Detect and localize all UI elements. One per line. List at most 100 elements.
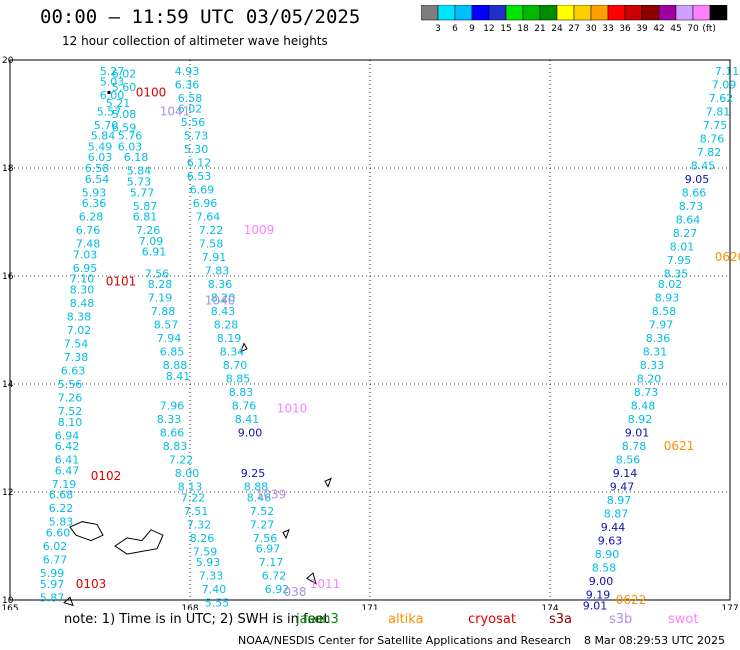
- wave-height-label: 8.83: [163, 440, 188, 453]
- wave-height-label: 8.56: [616, 454, 641, 467]
- wave-height-label: 7.52: [250, 505, 275, 518]
- wave-height-label: 8.93: [655, 292, 680, 305]
- wave-height-label: 8.41: [166, 370, 191, 383]
- x-tick-label: 177: [721, 604, 738, 610]
- wave-height-label: 7.56: [253, 532, 278, 545]
- wave-height-label: 8.30: [70, 284, 95, 297]
- x-tick-label: 168: [181, 604, 198, 610]
- wave-height-label: 7.09: [712, 78, 737, 91]
- island-outline: [114, 529, 164, 555]
- footer-note: note: 1) Time is in UTC; 2) SWH is in fe…: [64, 612, 329, 627]
- wave-height-label: 6.91: [142, 246, 167, 259]
- wave-height-label: 8.45: [691, 159, 716, 172]
- wave-height-label: 5.55: [205, 597, 230, 610]
- wave-height-label: 7.38: [64, 351, 89, 364]
- wave-height-label: 7.19: [148, 292, 173, 305]
- wave-height-label: 6.18: [124, 151, 149, 164]
- wave-height-label: 8.88: [244, 481, 269, 494]
- wave-height-label: 8.48: [70, 297, 95, 310]
- wave-height-label: 8.20: [211, 292, 236, 305]
- wave-height-label: 8.43: [211, 305, 236, 318]
- wave-height-label: 8.66: [682, 186, 707, 199]
- wave-height-label: 5.27: [100, 65, 125, 78]
- wave-height-label: 6.85: [160, 346, 185, 359]
- wave-height-label: 6.54: [85, 173, 110, 186]
- chart-subtitle: 12 hour collection of altimeter wave hei…: [62, 34, 328, 48]
- colorbar-label: 39: [636, 24, 648, 34]
- y-tick-label: 14: [2, 380, 14, 390]
- wave-height-label: 9.01: [583, 599, 608, 610]
- wave-height-label: 7.54: [64, 338, 89, 351]
- wave-height-label: 8.33: [157, 413, 182, 426]
- wave-height-label: 7.27: [250, 518, 275, 531]
- wave-height-label: 5.03: [100, 76, 125, 89]
- wave-height-label: 7.75: [703, 119, 728, 132]
- pass-time-label: 0101: [106, 274, 137, 288]
- wave-height-label: 6.96: [193, 197, 218, 210]
- wave-height-label: 7.81: [706, 105, 731, 118]
- wave-height-label: 8.87: [604, 508, 629, 521]
- wave-height-label: 8.31: [643, 346, 668, 359]
- wave-height-label: 9.25: [241, 467, 266, 480]
- wave-height-label: 5.93: [196, 556, 221, 569]
- wave-height-label: 6.02: [43, 540, 68, 553]
- wave-height-label: 6.81: [133, 211, 158, 224]
- colorbar-label: 3: [435, 24, 441, 34]
- colorbar-swatch: [709, 5, 728, 21]
- wave-height-label: 7.33: [199, 570, 224, 583]
- mission-legend-altika: altika: [388, 612, 424, 627]
- wave-height-label: 7.56: [145, 267, 170, 280]
- wave-height-label: 7.26: [58, 392, 83, 405]
- color-scale-legend: 3 6 9 12 15 18 21 24 27 30 33 36 39 42 45 70 (ft): [421, 5, 728, 34]
- wave-height-label: 7.52: [58, 405, 83, 418]
- wave-height-label: 5.87: [133, 200, 158, 213]
- mission-legend-s3b: s3b: [609, 612, 633, 627]
- pass-time-label: 1040: [205, 293, 236, 307]
- wave-height-label: 7.32: [187, 518, 212, 531]
- wave-height-label: 8.26: [190, 532, 215, 545]
- wave-height-label: 8.34: [220, 346, 245, 359]
- wave-height-label: 7.22: [169, 454, 194, 467]
- wave-height-label: 8.92: [628, 413, 653, 426]
- wave-height-label: 8.73: [679, 200, 704, 213]
- wave-height-label: 8.19: [217, 332, 242, 345]
- wave-height-label: 5.77: [130, 186, 155, 199]
- wave-height-label: 9.00: [238, 427, 263, 440]
- footer-timestamp: 8 Mar 08:29:53 UTC 2025: [584, 634, 725, 647]
- wave-height-label: 7.02: [67, 324, 92, 337]
- wave-height-label: 8.10: [58, 416, 83, 429]
- colorbar-label: 42: [653, 24, 664, 34]
- wave-height-label: 5.83: [49, 516, 74, 529]
- wave-height-label: 6.36: [82, 197, 107, 210]
- pass-time-label: 0103: [76, 577, 107, 591]
- wave-height-label: 5.08: [112, 108, 137, 121]
- wave-height-label: 6.03: [118, 140, 143, 153]
- wave-height-label: 6.28: [79, 211, 104, 224]
- wave-height-label: 9.44: [601, 521, 626, 534]
- pass-time-label: 0621: [664, 439, 695, 453]
- mission-legend-cryosat: cryosat: [468, 612, 516, 627]
- wave-height-label: 7.22: [181, 491, 206, 504]
- wave-height-label: 8.76: [232, 400, 257, 413]
- wave-height-label: 6.76: [76, 224, 101, 237]
- wave-height-label: 6.53: [187, 170, 212, 183]
- wave-height-label: 8.76: [700, 132, 725, 145]
- wave-height-label: 7.82: [697, 146, 722, 159]
- wave-height-label: 5.99: [40, 567, 65, 580]
- y-tick-label: 12: [2, 488, 13, 498]
- y-tick-label: 16: [2, 272, 14, 282]
- wave-height-label: 6.22: [49, 502, 74, 515]
- island-outline: [63, 596, 74, 607]
- wave-height-label: 7.19: [52, 478, 77, 491]
- wave-height-label: 6.02: [112, 68, 137, 81]
- colorbar-label: 15: [500, 24, 511, 34]
- wave-height-label: 8.02: [658, 278, 683, 291]
- pass-time-label: 1041: [160, 104, 191, 118]
- wave-height-label: 5.97: [40, 578, 65, 591]
- wave-height-label: 7.59: [193, 545, 218, 558]
- x-tick-label: 165: [1, 604, 18, 610]
- wave-height-label: 8.64: [676, 213, 701, 226]
- pass-time-label: 1010: [277, 401, 308, 415]
- island-marker: [107, 90, 111, 94]
- wave-height-label: 8.66: [160, 427, 185, 440]
